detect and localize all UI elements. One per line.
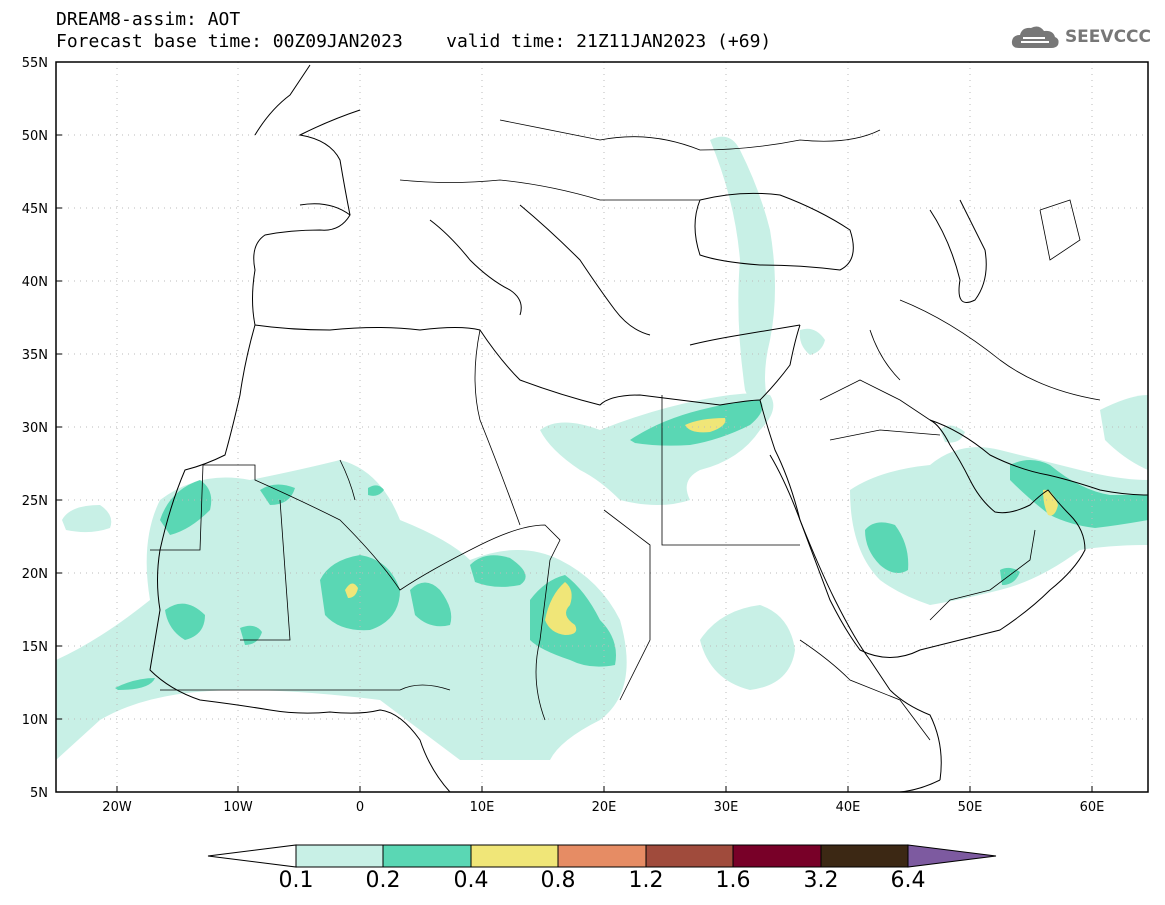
lon-label-0: 0 [355,800,365,815]
coast-north-africa [254,324,761,406]
aot-niger-peak [345,583,358,598]
lon-label-50e: 50E [957,800,983,815]
coastlines [149,64,1148,792]
lat-label-30n: 30N [21,421,48,436]
aot-pakistan-patch [1100,395,1148,470]
aot-morocco-small [368,485,384,496]
aot-oman-gulf [1010,460,1148,528]
coast-britain [254,64,311,136]
aot-atlantic-patch [62,505,112,533]
coast-red-sea-west [759,399,891,691]
colorbar-label-0.1: 0.1 [278,868,314,893]
aot-field-0.4 [345,418,1058,635]
aot-south-morocco [260,484,295,505]
colorbar [207,844,997,868]
colorbar-segment-0.1 [295,844,384,868]
map-title-line2: Forecast base time: 00Z09JAN2023 valid t… [56,31,772,52]
colorbar-label-3.2: 3.2 [803,868,839,893]
aot-chad-north [470,555,526,587]
colorbar-segment-1.2 [645,844,734,868]
lat-label-40n: 40N [21,275,48,290]
map-title-line1: DREAM8-assim: AOT [56,9,241,30]
axis-ticks [56,134,1093,792]
lat-label-45n: 45N [21,202,48,217]
colorbar-segment-0.8 [557,844,647,868]
logo-text: SEEVCCC [1064,27,1151,47]
lon-label-40e: 40E [835,800,861,815]
colorbar-segment-0.2 [382,844,472,868]
colorbar-label-1.2: 1.2 [628,868,664,893]
aot-uae-peak [1043,489,1058,516]
coast-italy [429,219,522,316]
coast-france [298,109,361,216]
aot-aegean-strip [710,136,775,411]
graticule [56,62,1148,792]
coast-anatolia-south [689,324,801,346]
colorbar-label-6.4: 6.4 [890,868,926,893]
aot-morocco-coast [160,480,212,535]
coast-iberia [252,203,351,326]
coast-balkans [519,204,651,336]
coast-caspian [929,199,987,303]
country-borders [150,119,1101,741]
lat-label-5n: 5N [30,786,48,801]
coast-gulf-north [929,419,1148,496]
aot-chad-core [530,575,616,667]
aot-levant-patch [799,328,825,355]
colorbar-segment-1.6 [732,844,822,868]
coast-horn [889,689,942,781]
coast-black-sea [694,192,854,271]
lat-label-10n: 10N [21,713,48,728]
aot-oman-south [1000,567,1020,585]
aot-chad-peak [545,582,577,635]
aot-guinea-strip [115,678,155,690]
lon-label-10e: 10E [469,800,495,815]
coast-levant [759,324,801,401]
coast-arabia [769,419,1086,658]
aot-mali-niger-core [320,555,400,631]
seevccc-logo: SEEVCCC [1009,22,1151,52]
colorbar-over-arrow [907,844,997,868]
colorbar-segment-3.2 [820,844,909,868]
lon-label-30e: 30E [713,800,739,815]
aot-niger-east [410,582,452,627]
lon-label-60e: 60E [1079,800,1105,815]
lat-label-25n: 25N [21,494,48,509]
lon-label-20e: 20E [591,800,617,815]
colorbar-label-0.2: 0.2 [365,868,401,893]
lat-label-20n: 20N [21,567,48,582]
colorbar-label-1.6: 1.6 [715,868,751,893]
colorbar-label-0.8: 0.8 [540,868,576,893]
colorbar-label-0.4: 0.4 [453,868,489,893]
lat-label-55n: 55N [21,56,48,71]
lon-label-10w: 10W [223,800,253,815]
aot-saudi-core [865,522,909,574]
lon-label-20w: 20W [102,800,132,815]
aot-senegal-patch [165,603,205,640]
coast-africa-west [149,324,451,792]
lat-label-50n: 50N [21,129,48,144]
lat-label-35n: 35N [21,348,48,363]
colorbar-under-arrow [207,844,297,868]
colorbar-segment-0.4 [470,844,559,868]
aot-egypt-peak [685,418,726,433]
cloud-icon [1011,26,1059,48]
lat-label-15n: 15N [21,640,48,655]
aot-sudan-patch [700,605,795,690]
